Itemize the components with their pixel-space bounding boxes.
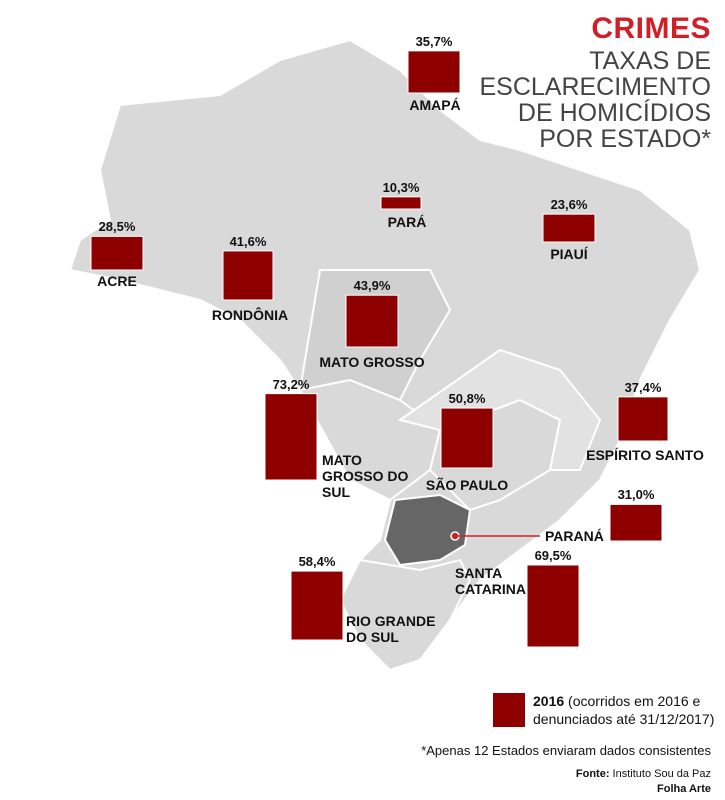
state-name: MATO GROSSO [319,354,425,370]
title: CRIMES [591,12,711,45]
state-name: SÃO PAULO [425,477,509,493]
state-name: PARÁ [387,214,427,230]
state-name: ACRE [97,273,137,289]
source-label: Fonte: [575,768,610,780]
subtitle: TAXAS DE ESCLARECIMENTO DE HOMICÍDIOS POR E… [479,48,711,152]
value-label: 58,4% [298,554,336,570]
state-name: PIAUÍ [550,246,588,262]
value-label: 69,5% [534,547,572,563]
source: Fonte: Instituto Sou da Paz [576,768,711,780]
bar [290,570,344,641]
bar [440,407,494,469]
bar [526,564,580,648]
parana-shape [383,493,472,567]
bar [264,393,318,481]
value-label: 41,6% [229,233,267,249]
state-name: RIO GRANDE DO SUL [346,613,436,645]
legend-text: (ocorridos em 2016 e denunciados até 31/… [533,693,715,727]
state-name: SANTA CATARINA [455,565,527,597]
bar [609,503,663,542]
subtitle-line: DE HOMICÍDIOS [517,99,711,127]
legend-year: 2016 [533,693,565,709]
source-text: Instituto Sou da Paz [612,768,711,780]
state-name: RONDÔNIA [211,307,289,323]
state-name: AMAPÁ [409,97,461,113]
bar [542,213,596,243]
value-label: 23,6% [550,197,588,213]
state-name: ESPÍRITO SANTO [586,447,704,463]
legend-swatch [493,693,525,727]
bar [407,50,461,94]
subtitle-line: TAXAS DE [589,47,711,75]
bar [617,396,669,442]
value-label: 10,3% [382,179,420,195]
value-label: 37,4% [624,379,662,395]
footnote: *Apenas 12 Estados enviaram dados consis… [421,743,711,758]
value-label: 31,0% [617,487,655,503]
value-label: 50,8% [448,391,486,407]
bar [90,235,144,271]
bar [380,196,422,210]
state-name: MATO GROSSO DO SUL [322,452,409,500]
value-label: 35,7% [415,33,453,49]
subtitle-line: ESCLARECIMENTO [479,73,711,101]
bar [345,294,399,348]
subtitle-line: POR ESTADO* [539,125,711,153]
parana-dot [450,531,460,541]
legend: 2016 (ocorridos em 2016 e denunciados at… [533,692,723,728]
value-label: 28,5% [98,219,136,235]
bar [222,250,274,301]
value-label: 43,9% [353,278,391,294]
credit: Folha Arte [657,783,711,795]
state-name: PARANÁ [545,528,604,544]
value-label: 73,2% [272,376,310,392]
